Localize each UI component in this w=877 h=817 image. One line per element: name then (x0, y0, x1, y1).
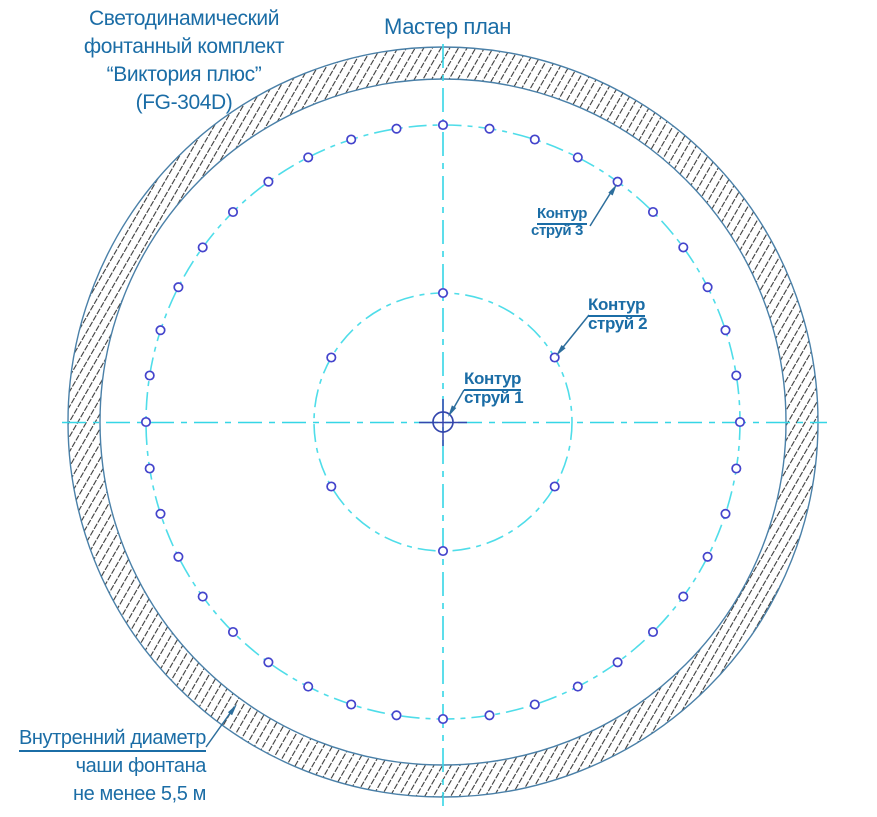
leader-contour-1-arrowhead (448, 405, 457, 417)
nozzle-dot (720, 325, 731, 336)
nozzle-dot (173, 551, 184, 562)
nozzle-dot (263, 657, 274, 668)
header-line-3: “Виктория плюс” (106, 63, 262, 86)
nozzle-dot (197, 591, 208, 602)
nozzles-ring-2 (326, 287, 560, 557)
nozzle-dot (529, 699, 540, 710)
nozzle-dot (612, 657, 623, 668)
nozzle-dot (678, 242, 689, 253)
nozzle-dot (731, 463, 742, 474)
nozzle-dot (647, 626, 659, 638)
nozzle-dot (647, 206, 659, 218)
nozzle-dot (734, 416, 746, 428)
nozzle-dot (155, 325, 166, 336)
page-title: Мастер план (384, 14, 511, 39)
label-jet-contour-1: Контур струй 1 (464, 369, 524, 407)
jet-contour-1-circle (432, 411, 454, 433)
leader-contour-2-arrowhead (556, 345, 566, 356)
label-jet-contour-1-line1: Контур (464, 369, 521, 391)
nozzle-dot (731, 370, 742, 381)
nozzle-dot (572, 681, 583, 692)
leader-contour-2 (559, 314, 590, 352)
label-jet-contour-1-line2: струй 1 (464, 388, 524, 407)
label-jet-contour-2: Контур струй 2 (588, 295, 648, 333)
nozzles-ring-3 (140, 119, 746, 725)
nozzle-dot (391, 710, 402, 721)
nozzle-dot (484, 710, 495, 721)
nozzle-dot (437, 545, 449, 557)
nozzle-dot (197, 242, 208, 253)
leader-contour-3-arrowhead (608, 184, 617, 196)
nozzle-dot (484, 123, 495, 134)
label-jet-contour-2-line1: Контур (588, 295, 645, 317)
bowl-diameter-note-line2: чаши фонтана (75, 755, 207, 777)
header-line-2: фонтанный комплект (83, 35, 285, 58)
nozzle-dot (227, 206, 239, 218)
leader-bowl-note-arrowhead (227, 704, 237, 716)
bowl-diameter-note-line3: не менее 5,5 м (73, 783, 206, 805)
nozzle-dot (549, 352, 560, 363)
nozzle-dot (140, 416, 152, 428)
nozzle-dot (720, 508, 731, 519)
nozzle-dot (437, 287, 449, 299)
bowl-diameter-note-line1: Внутренний диаметр (18, 727, 206, 752)
bowl-diameter-note: Внутренний диаметр чаши фонтана не менее… (8, 724, 206, 808)
nozzle-dot (391, 123, 402, 134)
nozzle-dot (144, 370, 155, 381)
header-line-1: Светодинамический (88, 7, 280, 30)
nozzle-dot (303, 681, 314, 692)
drawing-header: Светодинамический фонтанный комплект “Ви… (55, 5, 313, 117)
nozzle-dot (678, 591, 689, 602)
nozzle-dot (437, 713, 449, 725)
nozzle-dot (549, 481, 560, 492)
nozzle-dot (173, 282, 184, 293)
nozzle-dot (612, 176, 623, 187)
nozzle-dot (702, 282, 713, 293)
leader-bowl-note (205, 708, 234, 748)
label-jet-contour-3-line2: струй 3 (531, 222, 583, 239)
nozzle-dot (529, 134, 540, 145)
leader-contour-3 (589, 188, 614, 227)
nozzle-dot (144, 463, 155, 474)
nozzle-dot (437, 119, 449, 131)
header-line-4: (FG-304D) (135, 91, 233, 114)
nozzle-dot (303, 152, 314, 163)
nozzle-dot (263, 176, 274, 187)
nozzle-dot (346, 699, 357, 710)
nozzle-dot (346, 134, 357, 145)
label-jet-contour-2-line2: струй 2 (588, 314, 648, 333)
nozzle-dot (326, 481, 337, 492)
nozzle-dot (572, 152, 583, 163)
nozzle-dot (702, 551, 713, 562)
nozzle-dot (326, 352, 337, 363)
nozzle-dot (155, 508, 166, 519)
label-jet-contour-3: Контур струй 3 (531, 205, 587, 239)
nozzle-dot (227, 626, 239, 638)
label-jet-contour-3-line1: Контур (537, 205, 587, 225)
